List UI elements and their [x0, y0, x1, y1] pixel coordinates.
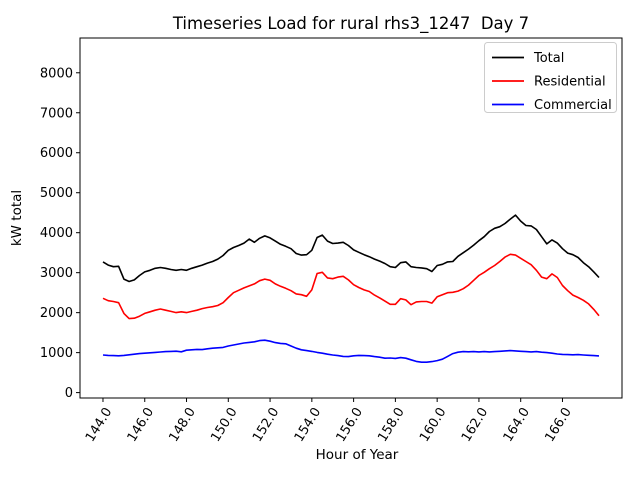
x-tick-label: 160.0	[417, 405, 449, 445]
x-tick-label: 162.0	[459, 405, 491, 445]
y-tick-label: 3000	[40, 266, 73, 281]
y-tick-label: 5000	[40, 186, 73, 201]
y-tick-label: 0	[65, 386, 73, 401]
y-tick-label: 6000	[40, 146, 73, 161]
x-tick-label: 164.0	[501, 405, 533, 445]
series-lines	[102, 214, 600, 364]
x-tick-label: 146.0	[125, 405, 157, 445]
y-axis-ticks: 0 1000 2000 3000 4000 5000 6000 7000 8000	[40, 66, 80, 401]
residential-line	[102, 253, 600, 320]
x-tick-label: 158.0	[375, 405, 407, 445]
legend-box	[484, 42, 617, 113]
legend-label-commercial: Commercial	[534, 98, 612, 113]
x-tick-label: 156.0	[334, 405, 366, 445]
commercial-line	[102, 339, 600, 364]
x-axis-label: Hour of Year	[316, 447, 399, 463]
x-tick-label: 148.0	[166, 405, 198, 445]
legend-entry-total: Total	[492, 51, 564, 66]
y-tick-label: 2000	[40, 306, 73, 321]
chart-title: Timeseries Load for rural rhs3_1247 Day …	[172, 14, 529, 34]
legend: Total Residential Commercial	[484, 42, 617, 113]
legend-label-residential: Residential	[534, 75, 606, 90]
y-axis-label: kW total	[9, 190, 25, 246]
legend-entry-residential: Residential	[492, 75, 606, 90]
y-tick-label: 7000	[40, 106, 73, 121]
x-tick-label: 152.0	[250, 405, 282, 445]
x-tick-label: 150.0	[208, 405, 240, 445]
plot-border	[79, 37, 623, 399]
x-axis-ticks: 144.0 146.0 148.0 150.0 152.0 154.0 156.0 158.0…	[83, 398, 575, 445]
x-tick-label: 154.0	[292, 405, 324, 445]
legend-label-total: Total	[533, 51, 564, 66]
x-tick-label: 144.0	[83, 405, 115, 445]
legend-entry-commercial: Commercial	[492, 98, 612, 113]
y-tick-label: 8000	[40, 66, 73, 81]
x-tick-label: 166.0	[542, 405, 574, 445]
total-line	[102, 214, 600, 283]
y-tick-label: 1000	[40, 346, 73, 361]
y-tick-label: 4000	[40, 226, 73, 241]
